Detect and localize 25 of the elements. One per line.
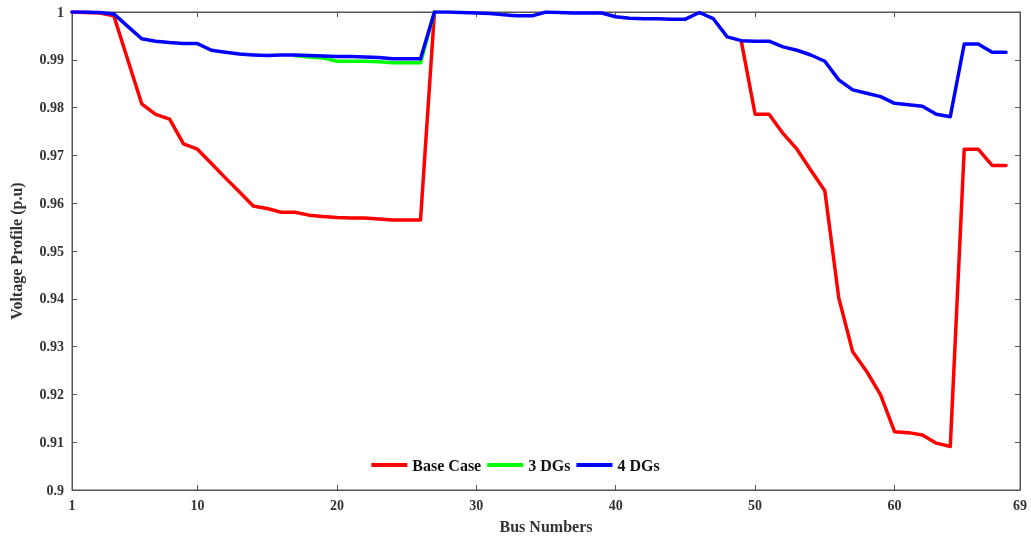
x-tick-label: 50 (748, 497, 763, 513)
y-tick-label: 0.97 (39, 147, 64, 163)
y-tick-label: 0.96 (39, 195, 64, 211)
x-axis-title: Bus Numbers (499, 517, 593, 535)
legend-label: 3 DGs (528, 456, 571, 474)
legend-label: 4 DGs (617, 456, 660, 474)
y-tick-label: 0.94 (39, 291, 64, 307)
y-tick-label: 0.91 (39, 434, 64, 450)
x-tick-label: 30 (469, 497, 484, 513)
y-tick-label: 1 (57, 4, 64, 20)
y-axis-title: Voltage Profile (p.u) (7, 182, 26, 320)
x-tick-label: 60 (887, 497, 902, 513)
x-tick-label: 69 (1013, 497, 1027, 513)
legend-label: Base Case (412, 456, 482, 474)
x-tick-label: 10 (190, 497, 205, 513)
y-tick-label: 0.99 (39, 52, 64, 68)
x-tick-label: 20 (329, 497, 344, 513)
x-tick-label: 40 (608, 497, 623, 513)
y-tick-label: 0.95 (39, 243, 64, 259)
x-tick-label: 1 (68, 497, 76, 513)
y-tick-label: 0.98 (39, 100, 64, 116)
y-tick-label: 0.9 (46, 482, 64, 498)
line-series (70, 10, 1008, 119)
y-tick-label: 0.92 (39, 386, 64, 402)
y-tick-label: 0.93 (39, 339, 64, 355)
